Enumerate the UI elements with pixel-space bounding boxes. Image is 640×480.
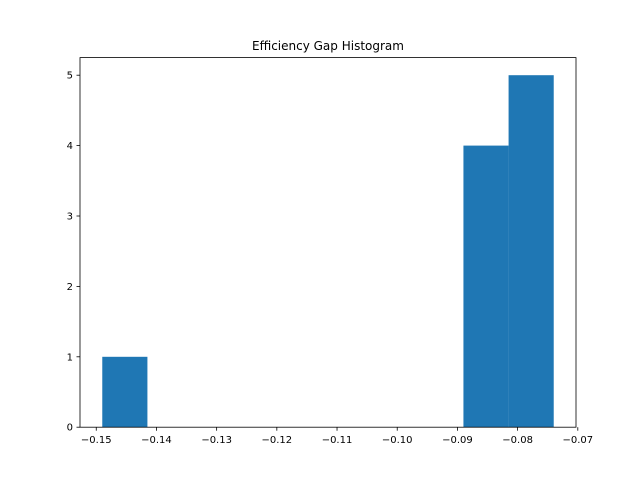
x-tick-label: −0.14 <box>141 435 172 446</box>
plot-frame <box>79 57 577 428</box>
histogram-bar-8 <box>463 145 509 428</box>
y-tick-label: 1 <box>67 352 73 363</box>
x-tick-label: −0.08 <box>502 435 533 446</box>
histogram-bar-0 <box>102 356 148 428</box>
y-tick-label: 0 <box>67 423 73 434</box>
x-tick-label: −0.15 <box>81 435 112 446</box>
x-tick-label: −0.11 <box>322 435 353 446</box>
y-tick-label: 4 <box>67 141 73 152</box>
chart-title: Efficiency Gap Histogram <box>252 39 404 53</box>
x-tick-label: −0.07 <box>562 435 593 446</box>
histogram-bar-9 <box>508 75 554 428</box>
bars-group <box>102 75 554 428</box>
x-tick-label: −0.09 <box>442 435 473 446</box>
y-tick-label: 5 <box>67 71 73 82</box>
y-tick-label: 3 <box>67 212 73 223</box>
x-tick-label: −0.12 <box>262 435 293 446</box>
y-axis-ticks: 0 1 2 3 4 5 <box>67 71 80 434</box>
x-axis-ticks: −0.15 −0.14 −0.13 −0.12 −0.11 −0.10 −0.09 −0.08… <box>81 427 593 446</box>
y-tick-label: 2 <box>67 282 73 293</box>
x-tick-label: −0.10 <box>382 435 413 446</box>
x-tick-label: −0.13 <box>201 435 232 446</box>
